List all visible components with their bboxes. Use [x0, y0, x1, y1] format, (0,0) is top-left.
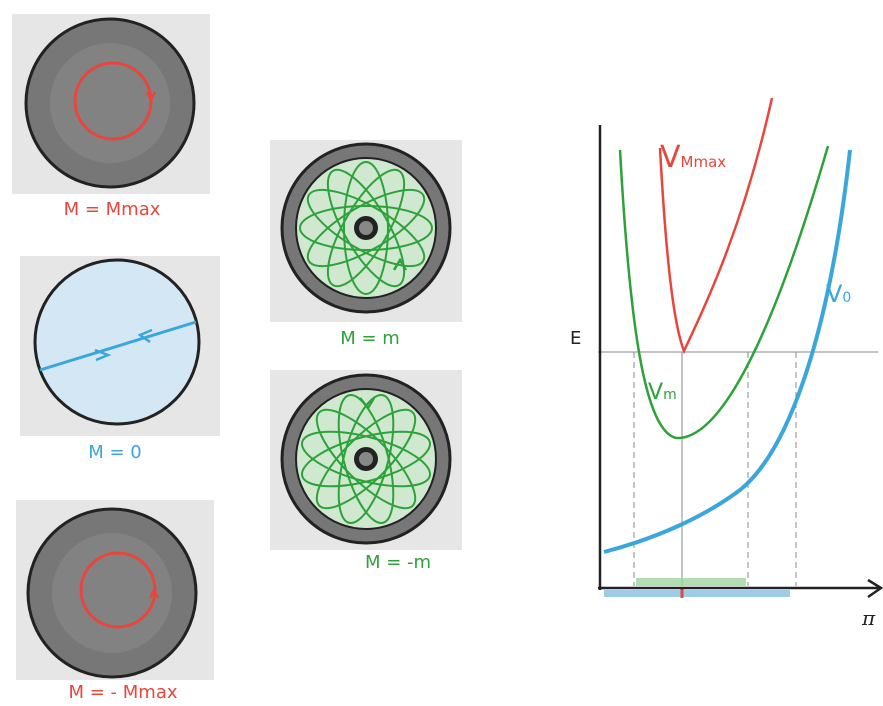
label-v-max-sub: Mmax: [680, 153, 727, 171]
pi-axis-arrow: [867, 578, 883, 599]
interval-v-0: [604, 590, 790, 597]
disc-m-neg-max: [26, 507, 198, 679]
disc-m-zero: [33, 258, 201, 426]
arrow-m-zero-left: [137, 328, 153, 344]
arrow-m-max: [145, 91, 157, 103]
interval-v-m: [636, 578, 746, 586]
disc-m-max: [24, 17, 196, 189]
label-v-0-sub: 0: [842, 290, 852, 306]
caption-m-zero: M = 0: [88, 442, 142, 463]
label-v-max: VMmax: [660, 140, 726, 175]
arrow-m-pos: [392, 257, 408, 271]
pi-axis-label: π: [862, 606, 876, 630]
curve-v-max: [658, 97, 774, 355]
arrow-m-neg-max: [148, 587, 160, 599]
trajectory-m-zero: [39, 320, 197, 372]
rosette-m-neg: [300, 393, 432, 525]
label-v-0: V0: [826, 280, 851, 308]
caption-m-neg: M = -m: [364, 552, 432, 573]
curve-v-0: [603, 149, 852, 554]
label-v-m-main: V: [648, 380, 664, 405]
caption-m-max: M = Mmax: [63, 199, 161, 220]
potential-plot: [598, 97, 883, 599]
caption-m-neg-max: M = - Mmax: [68, 682, 178, 703]
label-v-max-main: V: [660, 140, 681, 175]
disc-m-pos: [280, 142, 452, 314]
label-v-m-sub: m: [663, 387, 677, 403]
arrow-m-neg: [359, 397, 376, 411]
label-v-0-main: V: [826, 280, 843, 308]
disc-m-neg: [280, 373, 452, 545]
curve-v-m: [618, 145, 830, 440]
label-v-m: Vm: [648, 380, 677, 405]
arrow-m-zero-right: [94, 348, 112, 362]
energy-label: E: [570, 328, 582, 349]
caption-m-pos: M = m: [340, 328, 400, 349]
rosette-m-pos: [299, 161, 433, 295]
